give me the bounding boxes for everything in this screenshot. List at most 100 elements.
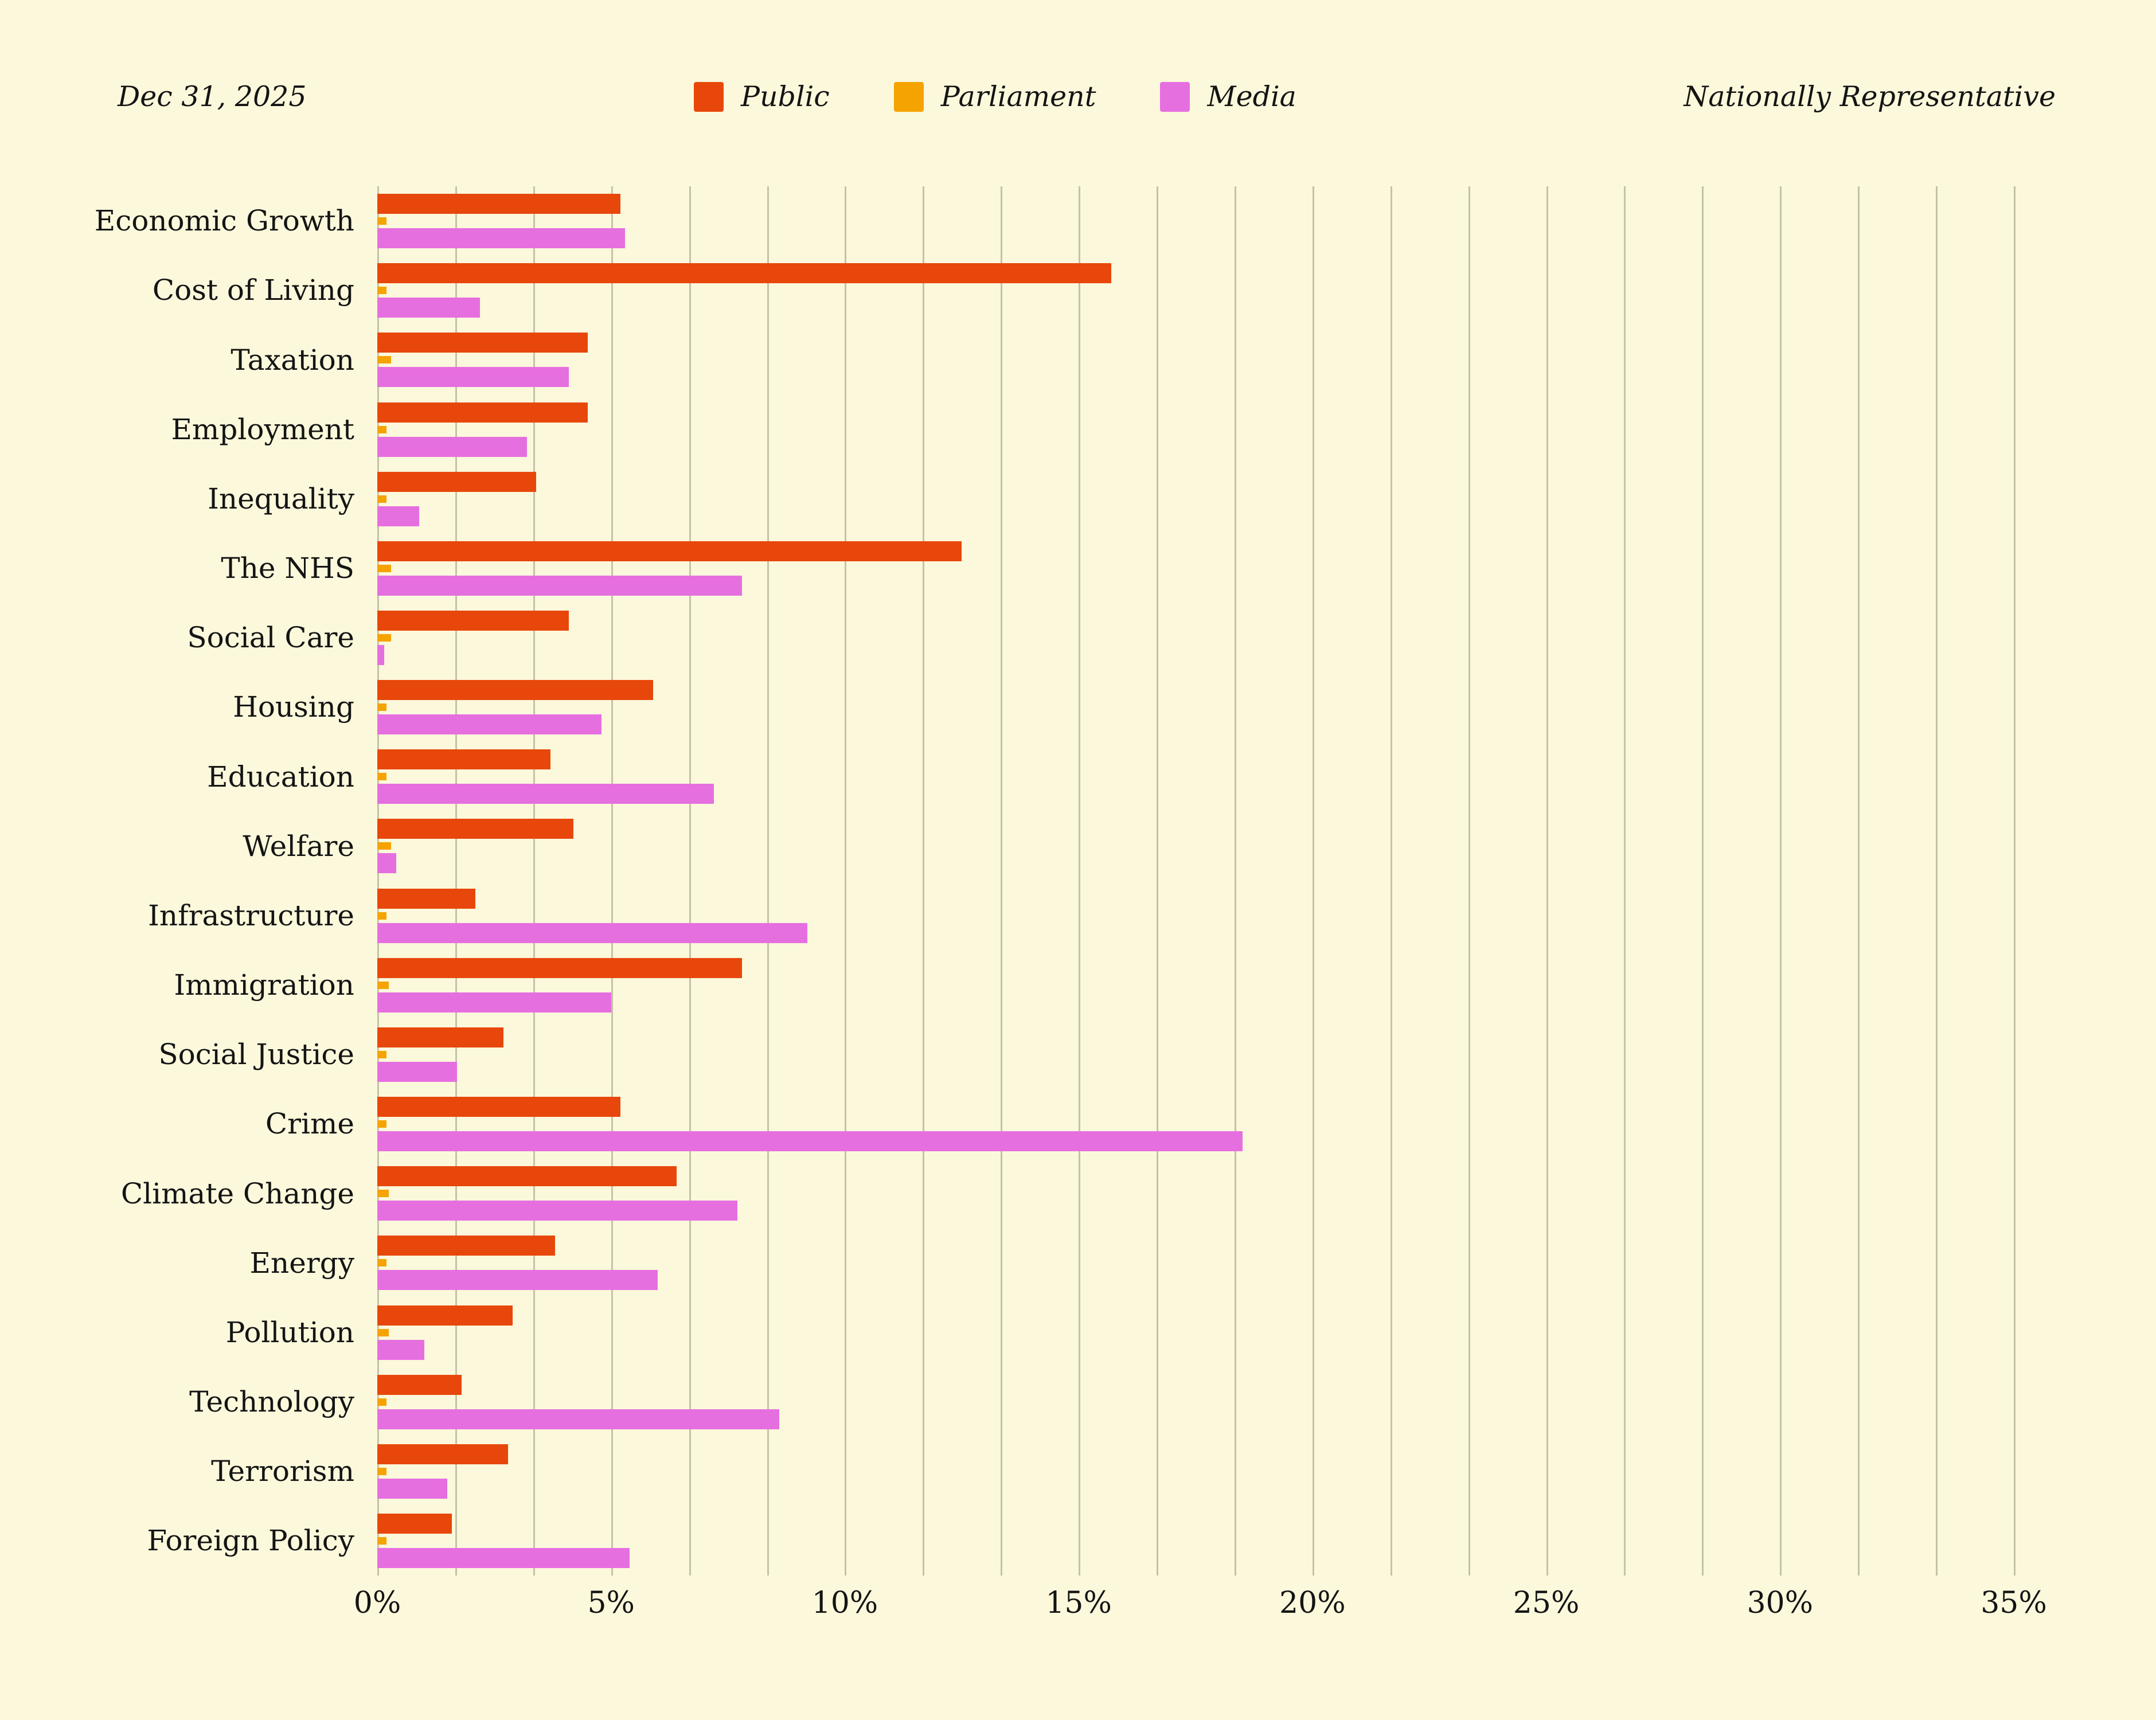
bar-media [377, 1548, 630, 1569]
bar-parliament [377, 356, 392, 364]
category-row: Technology [0, 1367, 2156, 1437]
gridline [1936, 186, 1938, 1576]
x-axis-tick: 0% [353, 1586, 401, 1620]
category-label: Technology [189, 1385, 354, 1418]
bar-public [377, 888, 476, 909]
gridline [1468, 186, 1470, 1576]
gridline [1546, 186, 1548, 1576]
bar-group [377, 819, 2075, 874]
bar-parliament [377, 425, 387, 433]
x-axis-tick: 35% [1981, 1586, 2047, 1620]
legend-item-public: Public [694, 80, 830, 113]
category-label: Inequality [208, 482, 354, 515]
category-label: Immigration [174, 968, 354, 1002]
legend-label: Parliament [940, 80, 1096, 113]
bar-media [377, 784, 714, 804]
category-row: Employment [0, 394, 2156, 464]
legend-swatch-media [1160, 81, 1190, 112]
bar-parliament [377, 287, 387, 295]
category-row: The NHS [0, 534, 2156, 603]
bar-group [377, 333, 2075, 388]
bar-public [377, 680, 654, 701]
bar-parliament [377, 1120, 387, 1128]
gridline [1312, 186, 1314, 1576]
category-label: Social Care [187, 621, 354, 655]
x-axis-tick: 5% [587, 1586, 635, 1620]
bar-public [377, 541, 962, 561]
bar-group [377, 402, 2075, 457]
category-row: Foreign Policy [0, 1506, 2156, 1576]
bar-group [377, 263, 2075, 318]
category-row: Welfare [0, 811, 2156, 881]
bar-group [377, 1236, 2075, 1291]
bar-group [377, 680, 2075, 735]
category-row: Pollution [0, 1298, 2156, 1367]
category-row: Economic Growth [0, 186, 2156, 256]
bar-group [377, 1444, 2075, 1499]
gridline [377, 186, 379, 1576]
bar-public [377, 819, 574, 839]
bar-parliament [377, 703, 387, 712]
bar-parliament [377, 1190, 389, 1198]
category-row: Climate Change [0, 1159, 2156, 1228]
date-label: Dec 31, 2025 [118, 80, 307, 113]
bar-media [377, 1339, 424, 1360]
bar-parliament [377, 495, 387, 503]
gridline [1001, 186, 1003, 1576]
bar-public [377, 1097, 621, 1117]
category-row: Terrorism [0, 1437, 2156, 1506]
gridline [767, 186, 769, 1576]
category-label: Crime [265, 1107, 354, 1141]
category-label: Taxation [231, 343, 354, 377]
legend-swatch-public [694, 81, 724, 112]
gridline [1390, 186, 1392, 1576]
category-row: Immigration [0, 951, 2156, 1020]
bar-public [377, 749, 550, 770]
bar-public [377, 1236, 555, 1256]
category-label: Energy [249, 1246, 354, 1280]
category-label: Economic Growth [94, 204, 354, 238]
legend-label: Public [741, 80, 830, 113]
bar-media [377, 436, 527, 457]
category-label: Pollution [225, 1315, 354, 1349]
bar-media [377, 1478, 448, 1499]
x-axis-tick: 15% [1045, 1586, 1112, 1620]
legend: Public Parliament Media [662, 80, 1329, 113]
gridline [455, 186, 457, 1576]
gridline [533, 186, 535, 1576]
bar-group [377, 888, 2075, 943]
legend-item-parliament: Parliament [893, 80, 1096, 113]
bar-parliament [377, 981, 389, 989]
chart-header: Dec 31, 2025 Public Parliament Media Natio… [118, 80, 2056, 113]
category-label: Housing [233, 690, 354, 724]
category-label: Employment [171, 412, 354, 446]
bar-group [377, 1027, 2075, 1082]
bar-public [377, 1305, 513, 1326]
category-row: Cost of Living [0, 256, 2156, 325]
bar-parliament [377, 564, 392, 572]
gridline [845, 186, 847, 1576]
bar-public [377, 402, 588, 423]
bar-public [377, 957, 743, 978]
bar-media [377, 853, 396, 874]
category-row: Education [0, 742, 2156, 811]
bar-media [377, 506, 420, 526]
bar-parliament [377, 1467, 387, 1475]
bar-group [377, 1514, 2075, 1569]
bar-parliament [377, 1259, 387, 1267]
legend-swatch-parliament [893, 81, 924, 112]
bar-parliament [377, 912, 387, 920]
category-label: Terrorism [211, 1455, 354, 1488]
bar-group [377, 1305, 2075, 1360]
bar-parliament [377, 1398, 387, 1406]
bar-parliament [377, 217, 387, 225]
category-label: The NHS [221, 552, 354, 585]
bar-parliament [377, 842, 392, 850]
category-row: Infrastructure [0, 881, 2156, 951]
bar-group [377, 957, 2075, 1013]
category-label: Cost of Living [152, 273, 354, 307]
category-row: Social Justice [0, 1020, 2156, 1089]
gridline [1624, 186, 1626, 1576]
bar-media [377, 367, 569, 388]
bar-group [377, 611, 2075, 666]
